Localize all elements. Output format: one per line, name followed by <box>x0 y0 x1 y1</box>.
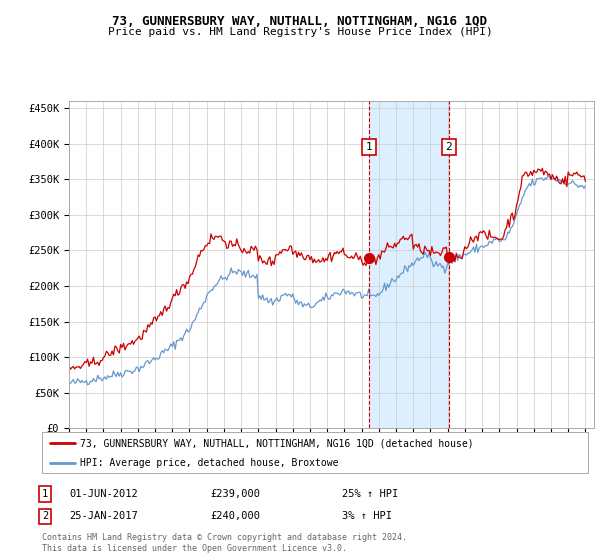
Text: 1: 1 <box>42 489 48 499</box>
Text: 73, GUNNERSBURY WAY, NUTHALL, NOTTINGHAM, NG16 1QD (detached house): 73, GUNNERSBURY WAY, NUTHALL, NOTTINGHAM… <box>80 438 474 449</box>
Text: 1: 1 <box>365 142 372 152</box>
Bar <box>369 101 449 428</box>
Text: 73, GUNNERSBURY WAY, NUTHALL, NOTTINGHAM, NG16 1QD: 73, GUNNERSBURY WAY, NUTHALL, NOTTINGHAM… <box>113 15 487 28</box>
Text: 01-JUN-2012: 01-JUN-2012 <box>69 489 138 499</box>
Text: Contains HM Land Registry data © Crown copyright and database right 2024.
This d: Contains HM Land Registry data © Crown c… <box>42 533 407 553</box>
Text: 2: 2 <box>446 142 452 152</box>
Text: 25% ↑ HPI: 25% ↑ HPI <box>342 489 398 499</box>
Text: 3% ↑ HPI: 3% ↑ HPI <box>342 511 392 521</box>
Text: Price paid vs. HM Land Registry's House Price Index (HPI): Price paid vs. HM Land Registry's House … <box>107 27 493 37</box>
Text: 2: 2 <box>42 511 48 521</box>
Text: £239,000: £239,000 <box>210 489 260 499</box>
Text: £240,000: £240,000 <box>210 511 260 521</box>
Text: 25-JAN-2017: 25-JAN-2017 <box>69 511 138 521</box>
Text: HPI: Average price, detached house, Broxtowe: HPI: Average price, detached house, Brox… <box>80 458 339 468</box>
